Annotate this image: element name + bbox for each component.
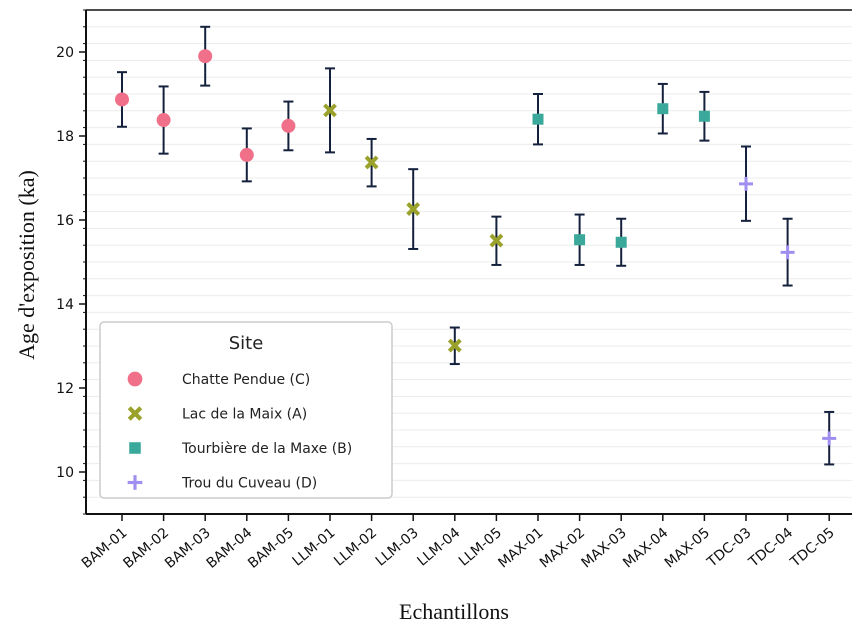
x-tick-label: LLM-03 xyxy=(373,525,422,570)
x-tick-label: MAX-03 xyxy=(579,525,630,572)
data-point-plus xyxy=(822,431,837,446)
x-stroke xyxy=(364,155,379,170)
x-tick-label: LLM-02 xyxy=(331,525,380,570)
x-tick-label: LLM-04 xyxy=(414,525,463,570)
legend-item: Tourbière de la Maxe (B) xyxy=(129,441,352,457)
data-point-plus xyxy=(127,475,143,490)
legend-item: Lac de la Maix (A) xyxy=(127,406,307,423)
x-tick-label: BAM-02 xyxy=(120,525,172,572)
legend-title: Site xyxy=(229,333,264,354)
legend: Site Chatte Pendue (C) Lac de la Maix (A) T… xyxy=(99,321,393,499)
y-tick-label: 14 xyxy=(56,297,74,313)
x-stroke xyxy=(489,233,504,248)
x-stroke xyxy=(323,103,337,118)
data-point-x xyxy=(323,103,337,118)
x-tick-label: LLM-01 xyxy=(290,525,339,570)
x-tick-label: MAX-05 xyxy=(662,525,713,572)
x-axis-label: Echantillons xyxy=(399,599,509,624)
data-point-circle xyxy=(239,147,254,162)
y-tick-label: 18 xyxy=(56,129,74,145)
data-point-square xyxy=(698,110,710,122)
data-point-circle xyxy=(198,49,213,64)
data-point-x xyxy=(406,202,421,216)
y-tick-label: 10 xyxy=(56,465,74,481)
x-tick-label: TDC-05 xyxy=(787,525,838,571)
data-point-x xyxy=(127,406,143,421)
legend-item: Chatte Pendue (C) xyxy=(127,371,310,388)
x-tick-label: BAM-03 xyxy=(162,525,214,572)
legend-label: Trou du Cuveau (D) xyxy=(181,476,317,492)
legend-label: Lac de la Maix (A) xyxy=(182,407,307,423)
data-point-x xyxy=(489,233,504,248)
data-point-x xyxy=(364,155,379,170)
data-point-plus xyxy=(739,176,753,191)
data-point-square xyxy=(129,442,141,454)
data-point-circle xyxy=(127,371,143,387)
x-stroke xyxy=(447,338,462,353)
y-tick-label: 20 xyxy=(56,45,74,61)
x-stroke xyxy=(406,202,421,216)
data-point-plus xyxy=(780,245,795,260)
y-tick-label: 16 xyxy=(56,213,74,229)
data-point-circle xyxy=(281,118,296,133)
legend-item: Trou du Cuveau (D) xyxy=(127,475,317,492)
x-tick-label: MAX-02 xyxy=(537,525,588,572)
axes xyxy=(79,9,852,521)
data-point-square xyxy=(574,234,586,246)
x-tick-label: TDC-03 xyxy=(704,525,755,571)
data-point-square xyxy=(615,236,627,248)
y-axis-label: Age d'exposition (ka) xyxy=(14,170,39,360)
data-point-square xyxy=(657,103,669,115)
x-tick-label: MAX-04 xyxy=(620,525,671,572)
x-tick-label: BAM-01 xyxy=(79,525,131,572)
y-tick-label: 12 xyxy=(56,381,74,397)
legend-label: Tourbière de la Maxe (B) xyxy=(181,441,352,457)
data-point-x xyxy=(447,338,462,353)
data-point-square xyxy=(532,113,544,125)
x-tick-label: BAM-05 xyxy=(245,525,297,572)
legend-label: Chatte Pendue (C) xyxy=(182,372,310,388)
x-tick-label: BAM-04 xyxy=(204,525,256,572)
data-points xyxy=(115,49,837,446)
legend-box xyxy=(99,321,393,499)
x-stroke xyxy=(127,406,143,421)
x-tick-label: TDC-04 xyxy=(745,525,796,571)
data-point-circle xyxy=(115,92,129,107)
error-bars xyxy=(117,25,835,466)
x-tick-label: MAX-01 xyxy=(495,525,546,572)
data-point-circle xyxy=(156,113,171,128)
